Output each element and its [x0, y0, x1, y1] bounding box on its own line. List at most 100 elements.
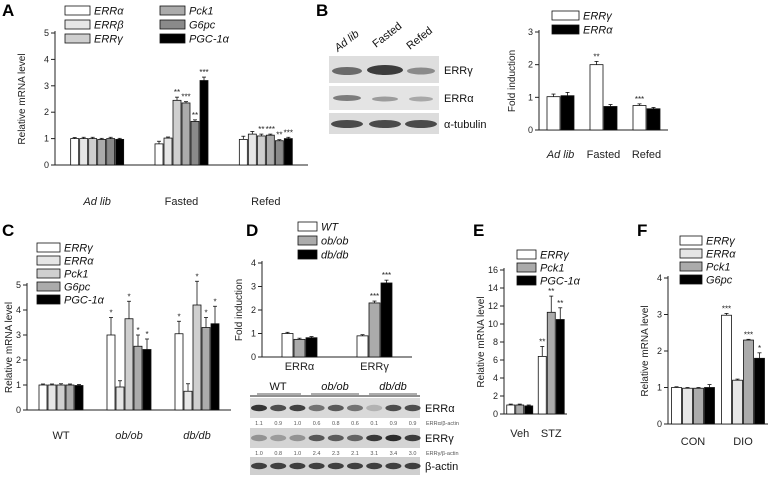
blot-ratio-value: 3.0 — [409, 451, 417, 457]
bar — [693, 387, 704, 425]
bar — [380, 282, 393, 358]
y-tick-label: 0 — [251, 352, 256, 362]
blot-ratio-value: 1.1 — [255, 421, 263, 427]
legend-label: ERRγ — [706, 236, 736, 248]
significance-mark: * — [758, 344, 761, 353]
legend-label: PGC-1α — [189, 34, 230, 46]
blot-band — [308, 462, 325, 470]
bar — [124, 318, 134, 411]
legend-label: ERRα — [64, 256, 94, 268]
legend-label: ERRγ — [540, 250, 570, 262]
significance-mark: * — [204, 309, 207, 318]
blot-b-row-label: ERRγ — [444, 65, 473, 77]
significance-mark: *** — [284, 128, 293, 137]
legend-label: Pck1 — [540, 263, 564, 275]
significance-mark: ** — [174, 88, 180, 97]
blot-band — [347, 404, 363, 412]
bar — [47, 384, 57, 411]
blot-band — [289, 434, 306, 442]
blot-d-ratio-values: 1.1 0.9 1.0 0.6 0.8 0.6 0.1 0.9 0.9 1.0 0.8 1.0 2.4 2… — [255, 421, 416, 457]
y-axis-label: Relative mRNA level — [640, 305, 651, 396]
bar — [201, 327, 211, 411]
blot-d-group-label: db/db — [379, 381, 407, 393]
significance-mark: *** — [370, 292, 379, 301]
panel-letter-d: D — [246, 221, 258, 240]
y-tick-label: 2 — [657, 346, 662, 356]
y-tick-label: 3 — [44, 81, 49, 91]
blot-band — [404, 404, 421, 412]
panel-letter-a: A — [2, 1, 14, 20]
blot-band — [333, 95, 361, 101]
significance-mark: ** — [593, 52, 599, 61]
significance-mark: ** — [539, 338, 545, 347]
category-label: Refed — [632, 149, 661, 161]
significance-mark: ** — [258, 125, 264, 134]
blot-d-group-label: ob/ob — [321, 381, 349, 393]
bar — [546, 311, 556, 415]
blot-band — [347, 462, 363, 470]
significance-mark: *** — [744, 330, 753, 339]
legend-swatch — [64, 19, 91, 30]
bar — [682, 387, 693, 425]
y-tick-label: 5 — [16, 280, 21, 290]
bar — [106, 334, 116, 411]
category-label: Ad lib — [82, 196, 111, 208]
bar — [754, 357, 765, 425]
y-tick-label: 16 — [488, 265, 498, 275]
blot-d-group-label: WT — [269, 381, 286, 393]
significance-mark: * — [213, 297, 216, 306]
blot-band — [366, 434, 383, 442]
blot-band — [270, 404, 287, 412]
blot-band — [327, 462, 344, 470]
bar — [704, 387, 715, 425]
bar — [721, 314, 732, 425]
blot-band — [372, 96, 398, 102]
category-label: Ad lib — [546, 149, 575, 161]
bar — [163, 137, 173, 166]
significance-mark: *** — [635, 95, 644, 104]
y-tick-label: 0 — [16, 405, 21, 415]
legend-swatch — [36, 281, 61, 292]
legend-label: Pck1 — [706, 262, 730, 274]
legend-swatch — [64, 5, 91, 16]
blot-band — [347, 434, 363, 442]
y-axis-label: Relative mRNA level — [17, 53, 28, 144]
legend-swatch — [36, 268, 61, 279]
y-tick-label: 2 — [493, 391, 498, 401]
blot-band — [405, 120, 437, 128]
bar — [356, 335, 369, 358]
legend-label: PGC-1α — [540, 276, 581, 288]
legend-swatch — [159, 33, 186, 44]
blot-band — [251, 404, 267, 412]
bar — [589, 64, 604, 131]
blot-band — [409, 96, 433, 102]
blot-band — [367, 65, 403, 75]
legend-swatch — [159, 5, 186, 16]
y-tick-label: 0 — [44, 160, 49, 170]
blot-ratio-value: 0.6 — [313, 421, 321, 427]
y-tick-label: 2 — [44, 107, 49, 117]
legend-swatch — [36, 255, 61, 266]
y-tick-label: 1 — [528, 92, 533, 102]
significance-mark: ** — [548, 287, 554, 296]
legend-swatch — [36, 242, 61, 253]
significance-mark: *** — [199, 68, 208, 77]
bar — [305, 337, 318, 358]
blot-band — [366, 404, 383, 412]
legend-label: ERRα — [706, 249, 736, 261]
blot-b-lane-label: Ad lib — [332, 28, 362, 55]
y-tick-label: 1 — [251, 329, 256, 339]
panel-letter-c: C — [2, 221, 14, 240]
western-blot-d: WT ob/ob db/db 1.1 0.9 1.0 0.6 0.8 0.6 0.1 0.9 0… — [250, 381, 459, 475]
bar — [256, 135, 266, 166]
y-tick-label: 4 — [657, 273, 662, 283]
y-tick-label: 8 — [493, 337, 498, 347]
blot-ratio-value: 1.0 — [294, 421, 302, 427]
bar — [274, 140, 284, 166]
bar — [133, 345, 143, 411]
blot-ratio-value: 1.0 — [294, 451, 302, 457]
legend-swatch — [551, 24, 580, 35]
panel-letter-e: E — [473, 221, 484, 240]
blot-band — [270, 434, 287, 442]
legend-label: ERRγ — [64, 243, 94, 255]
